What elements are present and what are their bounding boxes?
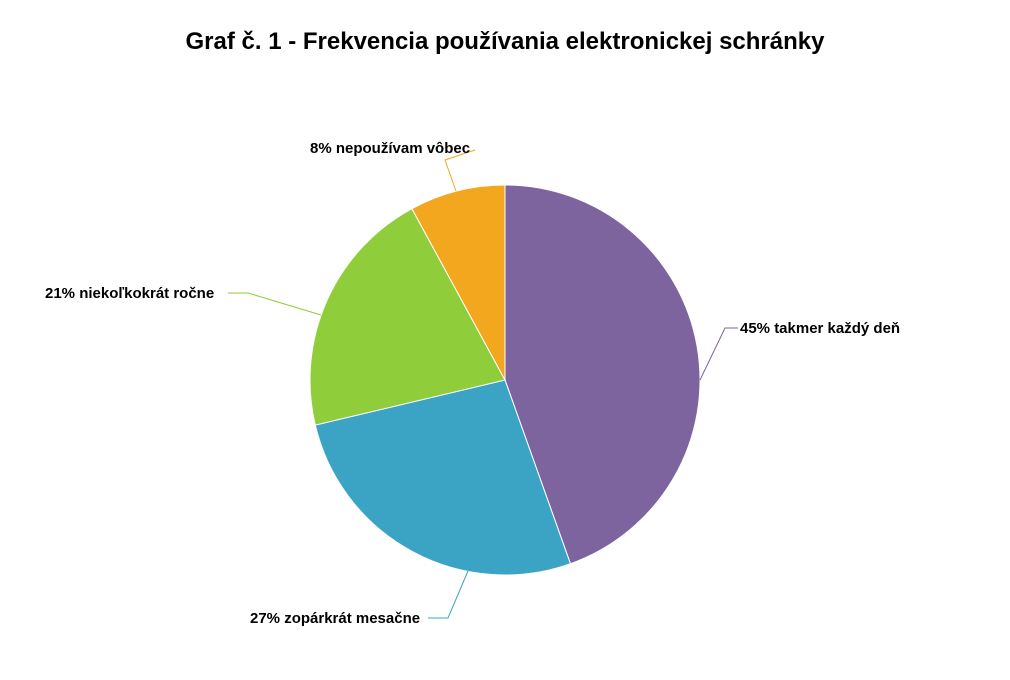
slice-label-takmer_kazdy_den: 45% takmer každý deň — [740, 320, 900, 337]
leader-line-zoparkrat_mesacne — [428, 571, 468, 618]
leader-line-takmer_kazdy_den — [700, 328, 738, 380]
slice-label-nepouzivam_vobec: 8% nepoužívam vôbec — [310, 140, 470, 157]
pie-slices-group — [310, 185, 700, 575]
pie-chart-svg — [0, 0, 1010, 680]
leader-line-niekolkokrat_rocne — [228, 293, 321, 315]
slice-label-zoparkrat_mesacne: 27% zopárkrát mesačne — [250, 610, 420, 627]
chart-container: Graf č. 1 - Frekvencia používania elektr… — [0, 0, 1010, 680]
slice-label-niekolkokrat_rocne: 21% niekoľkokrát ročne — [45, 285, 214, 302]
